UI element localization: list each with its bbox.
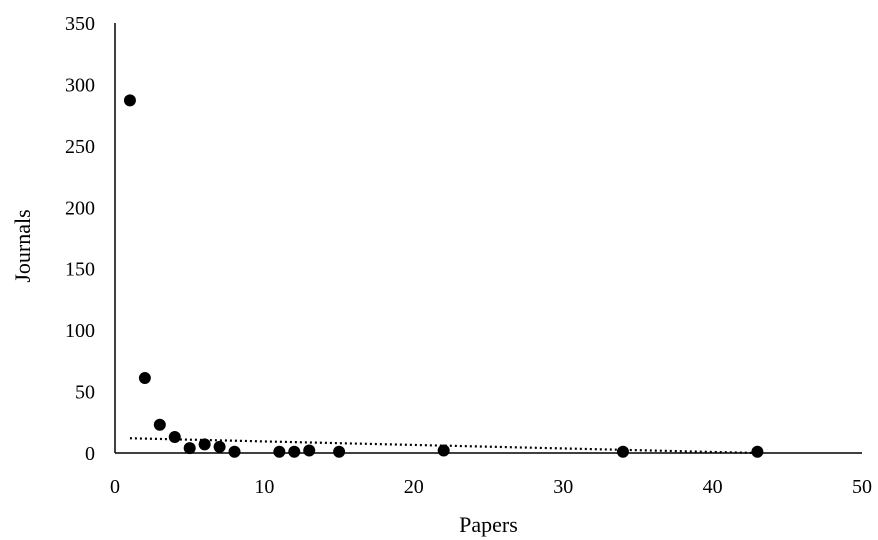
y-tick-label: 0: [85, 443, 95, 465]
data-point: [123, 94, 136, 107]
data-point: [153, 418, 166, 431]
x-tick-label: 40: [703, 476, 723, 498]
data-point: [198, 438, 211, 451]
y-tick-label: 300: [65, 74, 95, 96]
y-tick-label: 250: [65, 136, 95, 158]
x-tick-label: 50: [852, 476, 872, 498]
y-tick-label: 100: [65, 320, 95, 342]
data-point: [168, 431, 181, 444]
data-point: [138, 372, 151, 385]
data-point: [303, 444, 316, 457]
y-tick-label: 200: [65, 197, 95, 219]
y-axis-title: Journals: [10, 209, 35, 282]
y-tick-label: 50: [75, 382, 95, 404]
x-axis-title: Papers: [459, 512, 518, 537]
y-tick-label: 150: [65, 259, 95, 281]
data-point: [751, 445, 764, 458]
y-tick-label: 350: [65, 13, 95, 35]
data-point: [288, 445, 301, 458]
data-point: [183, 442, 196, 455]
x-tick-label: 20: [404, 476, 424, 498]
data-point: [333, 445, 346, 458]
x-axis-ticks: 0 10 20 30 40 50: [110, 476, 872, 498]
data-point: [213, 440, 226, 453]
data-point: [273, 445, 286, 458]
data-point: [616, 445, 629, 458]
data-point: [437, 444, 450, 457]
data-points: [123, 94, 764, 458]
y-axis-ticks: 0 50 100 150 200 250 300 350: [65, 13, 95, 465]
data-point: [228, 445, 241, 458]
x-tick-label: 30: [553, 476, 573, 498]
x-tick-label: 0: [110, 476, 120, 498]
x-tick-label: 10: [254, 476, 274, 498]
